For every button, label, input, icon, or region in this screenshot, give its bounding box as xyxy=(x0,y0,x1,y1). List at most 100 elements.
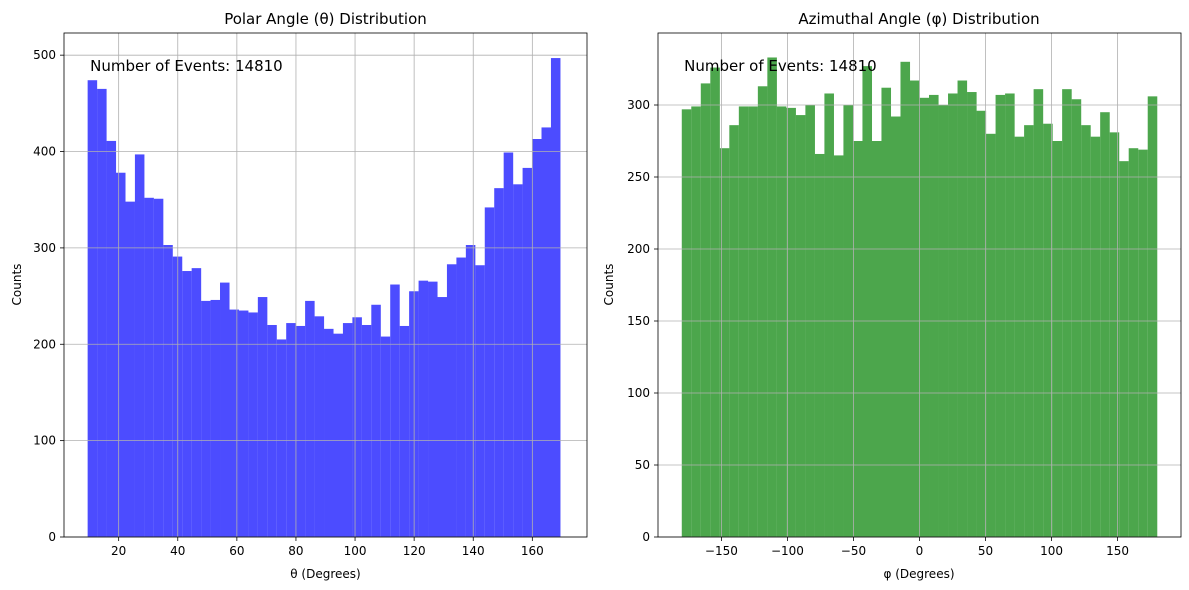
azimuthal-angle-histogram: Azimuthal Angle (φ) Distribution φ (Degr… xyxy=(602,10,1182,581)
azimuthal-histogram-bar xyxy=(1071,99,1082,538)
polar-histogram-bar xyxy=(380,336,391,537)
polar-histogram-bar xyxy=(494,188,504,537)
polar-histogram-bar xyxy=(305,300,315,537)
polar-histogram-bar xyxy=(248,312,258,537)
polar-histogram-bar xyxy=(333,333,343,537)
azimuthal-y-tick-label: 300 xyxy=(627,98,650,112)
polar-y-tick-label: 300 xyxy=(33,241,56,255)
polar-histogram-bar xyxy=(144,197,154,538)
polar-histogram-bar xyxy=(191,268,202,537)
polar-x-tick-label: 100 xyxy=(344,544,367,558)
polar-histogram-bar xyxy=(541,127,552,537)
polar-x-tick-label: 40 xyxy=(170,544,185,558)
azimuthal-histogram-bar xyxy=(995,94,1006,538)
azimuthal-histogram-bar xyxy=(776,106,787,537)
polar-histogram-bar xyxy=(484,207,495,538)
polar-histogram-bar xyxy=(399,325,410,537)
polar-histogram-bar xyxy=(532,139,542,537)
polar-histogram-bar xyxy=(153,198,164,537)
azimuthal-histogram-bar xyxy=(929,94,939,538)
polar-histogram-bar xyxy=(125,201,135,537)
polar-histogram-bar xyxy=(295,325,306,537)
azimuthal-histogram-bar xyxy=(833,155,844,537)
azimuthal-y-tick-label: 100 xyxy=(627,386,650,400)
polar-chart-title: Polar Angle (θ) Distribution xyxy=(224,10,427,28)
azimuthal-histogram-bar xyxy=(786,107,796,537)
polar-histogram-bar xyxy=(342,323,353,537)
azimuthal-y-axis-label: Counts xyxy=(602,264,616,306)
azimuthal-x-tick-label: −100 xyxy=(771,544,804,558)
azimuthal-y-tick-label: 250 xyxy=(627,170,650,184)
azimuthal-histogram-bar xyxy=(1052,141,1063,537)
azimuthal-y-tick-label: 50 xyxy=(635,458,650,472)
polar-histogram-bar xyxy=(106,140,117,537)
polar-event-count-annotation: Number of Events: 14810 xyxy=(90,57,283,75)
polar-plot-frame xyxy=(63,32,588,538)
polar-histogram-bar xyxy=(97,88,107,537)
polar-x-tick-label: 120 xyxy=(403,544,426,558)
azimuthal-histogram-bar xyxy=(710,67,720,537)
azimuthal-histogram-bar xyxy=(757,86,768,537)
polar-histogram-bar xyxy=(352,317,362,537)
polar-x-tick-label: 140 xyxy=(462,544,485,558)
polar-x-tick-label: 60 xyxy=(229,544,244,558)
polar-x-tick-label: 160 xyxy=(521,544,544,558)
azimuthal-histogram-bar xyxy=(824,93,834,537)
azimuthal-histogram-bar xyxy=(881,87,892,537)
polar-angle-histogram: Polar Angle (θ) Distribution θ (Degrees)… xyxy=(10,10,588,581)
polar-histogram-bar xyxy=(446,264,457,537)
azimuthal-histogram-bar xyxy=(919,97,930,538)
polar-histogram-bar xyxy=(437,297,447,537)
azimuthal-histogram-bar xyxy=(814,153,825,537)
polar-histogram-bar xyxy=(465,245,476,537)
polar-histogram-bar xyxy=(324,328,334,537)
azimuthal-event-count-annotation: Number of Events: 14810 xyxy=(684,57,877,75)
azimuthal-x-tick-label: 50 xyxy=(978,544,993,558)
polar-ticks: 20 40 60 80 100 120 140 160 0 100 200 300 400 500 xyxy=(33,48,544,558)
polar-histogram-bar xyxy=(210,299,221,537)
polar-y-tick-label: 100 xyxy=(33,434,56,448)
azimuthal-histogram-bar xyxy=(890,116,901,538)
polar-histogram-bar xyxy=(116,172,126,538)
azimuthal-x-tick-label: 150 xyxy=(1106,544,1129,558)
azimuthal-histogram-bar xyxy=(767,57,777,537)
azimuthal-histogram-bar xyxy=(1128,148,1139,537)
azimuthal-histogram-bar xyxy=(1138,149,1148,537)
azimuthal-x-tick-label: −150 xyxy=(705,544,738,558)
azimuthal-ticks: −150 −100 −50 0 50 100 150 0 50 100 150 200 250 300 xyxy=(627,98,1129,558)
azimuthal-histogram-bar xyxy=(748,106,758,537)
polar-histogram-bar xyxy=(201,300,211,537)
azimuthal-histogram-bar xyxy=(852,141,863,537)
polar-histogram-bar xyxy=(220,282,230,537)
azimuthal-chart-title: Azimuthal Angle (φ) Distribution xyxy=(798,10,1039,28)
polar-x-tick-label: 80 xyxy=(288,544,303,558)
azimuthal-x-axis-label: φ (Degrees) xyxy=(883,567,954,581)
azimuthal-histogram-bar xyxy=(719,148,730,537)
polar-x-axis-label: θ (Degrees) xyxy=(290,567,360,581)
polar-y-tick-label: 0 xyxy=(48,530,56,544)
azimuthal-histogram-bar xyxy=(871,141,882,537)
azimuthal-histogram-bar xyxy=(1109,132,1120,538)
azimuthal-histogram-bar xyxy=(1100,112,1110,537)
polar-y-tick-label: 200 xyxy=(33,337,56,351)
azimuthal-histogram-bar xyxy=(700,83,711,538)
azimuthal-histogram-bar xyxy=(1062,89,1072,537)
polar-histogram-bar xyxy=(513,184,523,538)
azimuthal-histogram-bar xyxy=(1033,89,1044,537)
polar-histogram-bar xyxy=(522,167,533,537)
azimuthal-x-tick-label: 100 xyxy=(1040,544,1063,558)
polar-histogram-bar xyxy=(475,265,485,537)
polar-histogram-bar xyxy=(267,324,277,537)
polar-histogram-bar xyxy=(428,281,438,537)
azimuthal-histogram-bar xyxy=(862,66,873,538)
azimuthal-histogram-bar xyxy=(1024,125,1034,537)
azimuthal-histogram-bar xyxy=(681,109,692,537)
polar-histogram-bar xyxy=(371,304,381,537)
azimuthal-histogram-bar xyxy=(986,133,996,538)
polar-histogram-bar xyxy=(286,323,296,537)
polar-histogram-bar xyxy=(503,152,514,537)
azimuthal-histogram-bar xyxy=(900,61,911,538)
azimuthal-histogram-bar xyxy=(1005,93,1015,537)
polar-histogram-bar xyxy=(163,245,173,537)
